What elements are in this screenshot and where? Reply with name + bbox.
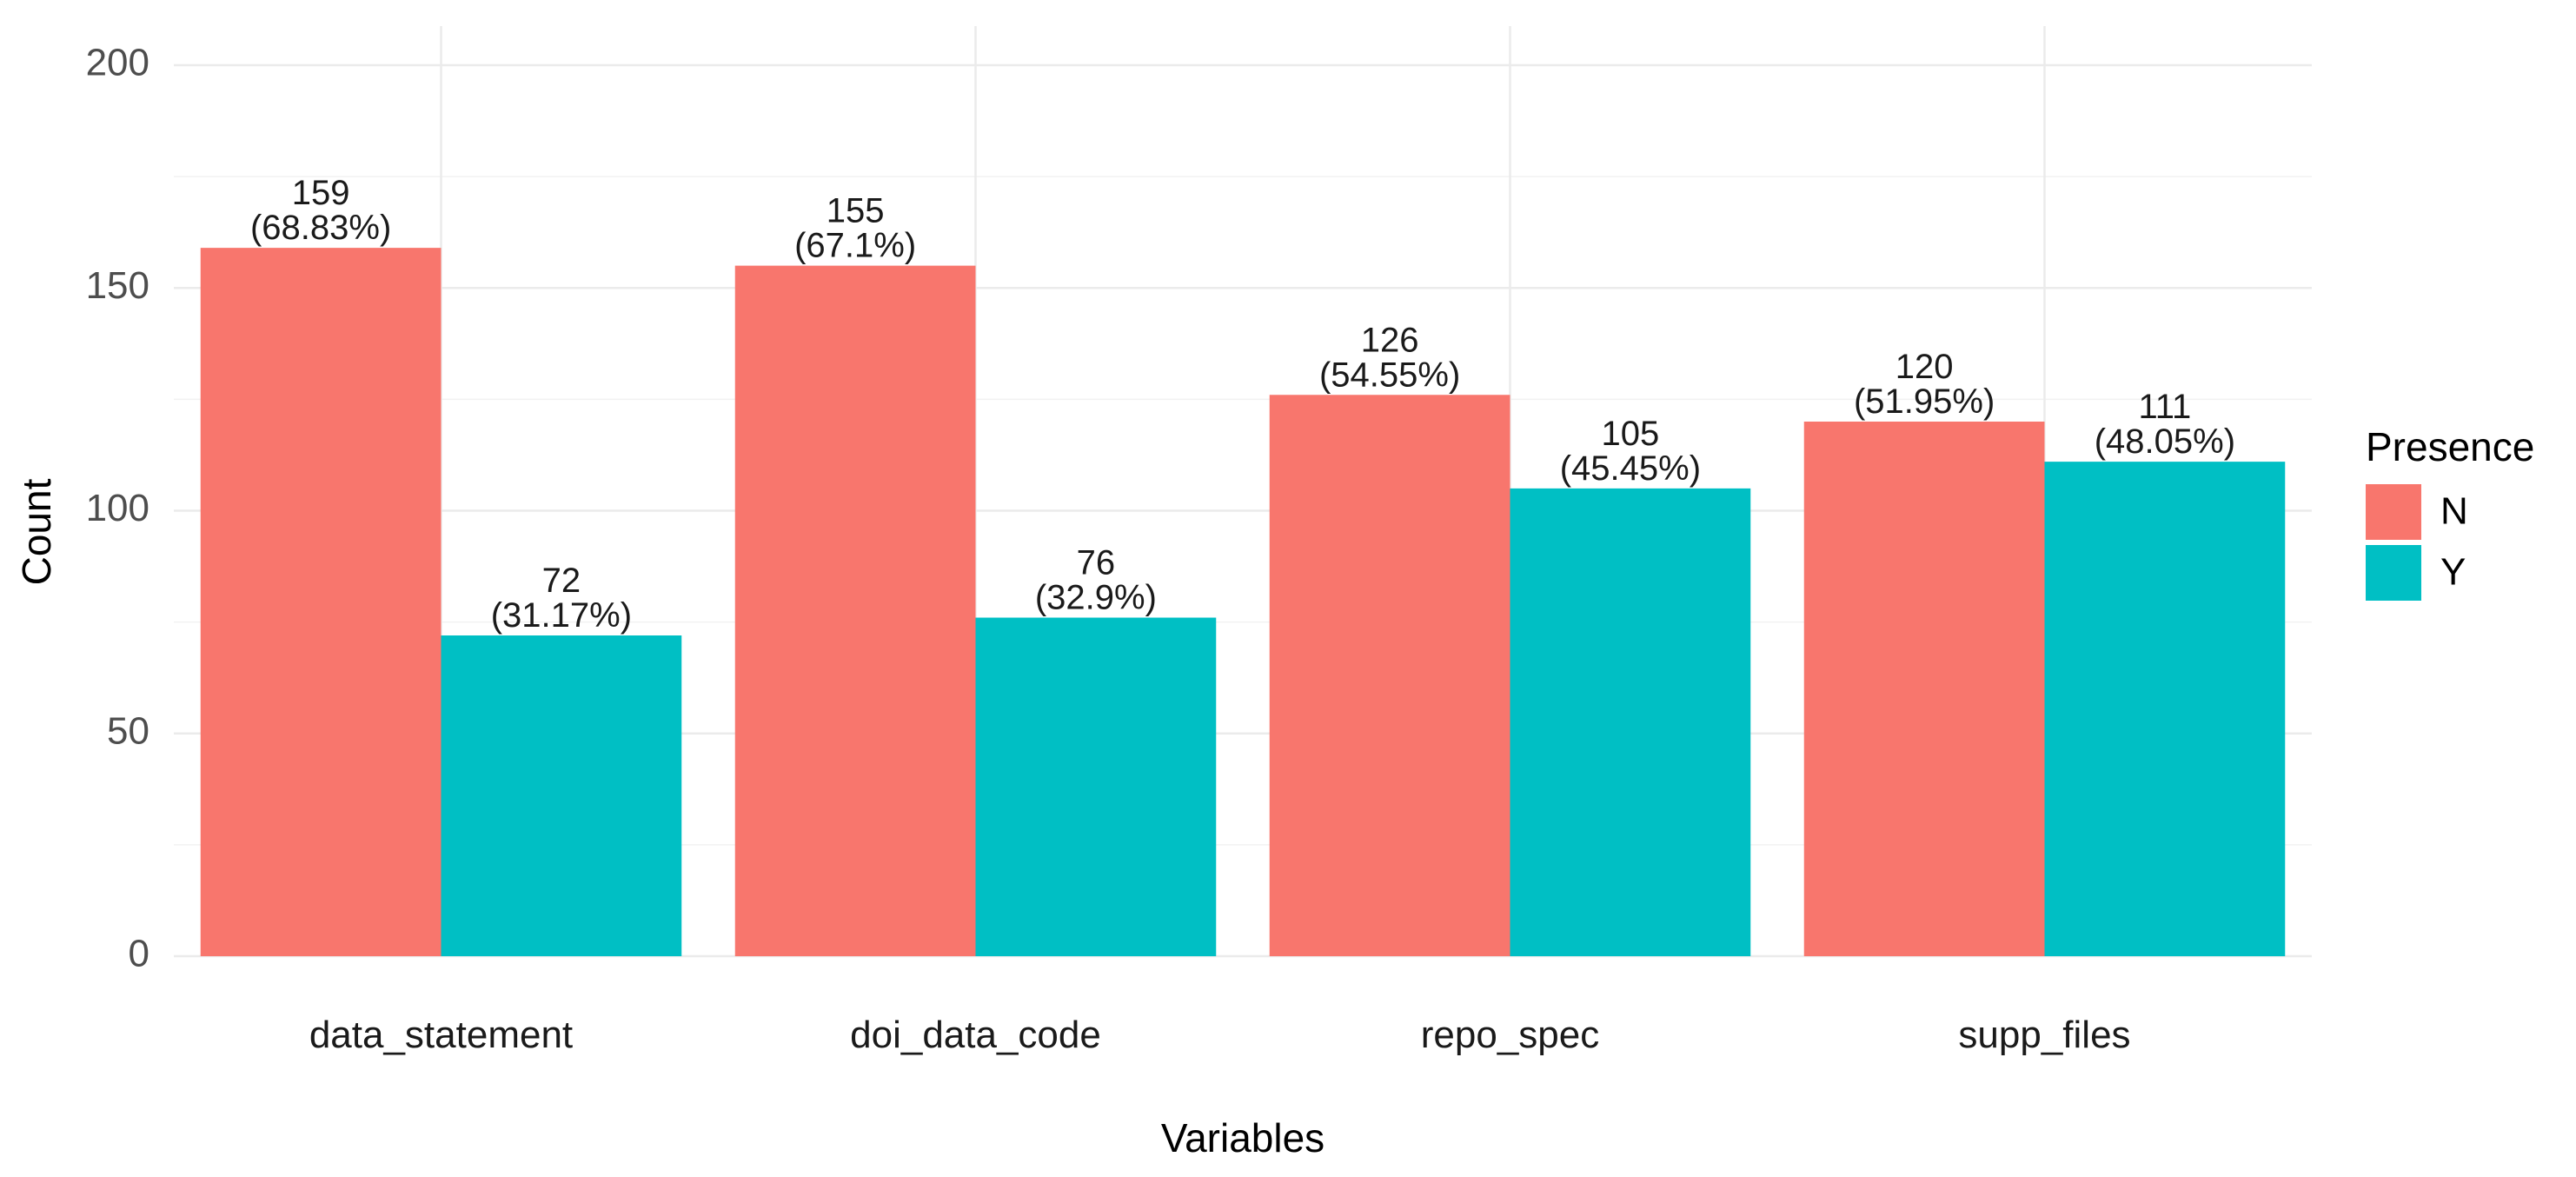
- bar-Y-supp_files: [2044, 462, 2286, 956]
- bar-N-doi_data_code: [734, 265, 976, 956]
- bar-percent-label: (32.9%): [1035, 579, 1157, 617]
- x-tick-label: supp_files: [1958, 1014, 2130, 1056]
- bar-percent-label: (68.83%): [250, 209, 391, 247]
- bar-value-label: 159: [292, 174, 350, 212]
- bar-value-label: 120: [1895, 348, 1954, 386]
- bar-Y-repo_spec: [1510, 488, 1751, 956]
- bar-labels-layer: 159(68.83%) 72(31.17%) 155(67.1%) 76(32.9%)…: [250, 174, 2235, 635]
- bar-Y-doi_data_code: [975, 617, 1217, 956]
- bar-N-supp_files: [1803, 422, 2045, 956]
- axes-layer: Variables Count 0 50 100 150 200 data_stateme…: [14, 42, 2131, 1160]
- y-axis-title: Count: [14, 478, 59, 585]
- bar-value-label: 155: [827, 192, 885, 230]
- bar-N-data_statement: [200, 248, 442, 956]
- legend-title: Presence: [2366, 424, 2534, 469]
- y-tick-label: 100: [86, 487, 149, 529]
- bar-percent-label: (31.17%): [491, 596, 632, 635]
- x-axis-title: Variables: [1161, 1115, 1325, 1160]
- legend-label-N: N: [2440, 490, 2468, 533]
- y-tick-label: 150: [86, 264, 149, 307]
- bar-N-repo_spec: [1269, 395, 1510, 956]
- bar-value-label: 105: [1602, 415, 1660, 453]
- bar-percent-label: (54.55%): [1319, 356, 1460, 394]
- bar-value-label: 72: [542, 562, 581, 600]
- bar-value-label: 111: [2138, 388, 2191, 426]
- legend: Presence NY: [2366, 424, 2534, 601]
- bar-percent-label: (51.95%): [1854, 382, 1995, 421]
- x-tick-label: doi_data_code: [850, 1014, 1101, 1056]
- legend-label-Y: Y: [2440, 551, 2466, 594]
- bar-percent-label: (45.45%): [1560, 449, 1701, 488]
- y-tick-label: 50: [107, 709, 149, 752]
- bars-layer: [200, 248, 2286, 956]
- x-tick-label: data_statement: [309, 1014, 573, 1056]
- y-tick-label: 200: [86, 42, 149, 84]
- bar-value-label: 126: [1361, 321, 1419, 359]
- bar-percent-label: (48.05%): [2095, 422, 2235, 461]
- bar-percent-label: (67.1%): [794, 227, 916, 265]
- legend-key-N: [2366, 484, 2421, 540]
- bar-Y-data_statement: [441, 635, 682, 956]
- y-tick-label: 0: [129, 933, 149, 975]
- bar-value-label: 76: [1077, 544, 1116, 582]
- legend-key-Y: [2366, 545, 2421, 601]
- x-tick-label: repo_spec: [1421, 1014, 1599, 1056]
